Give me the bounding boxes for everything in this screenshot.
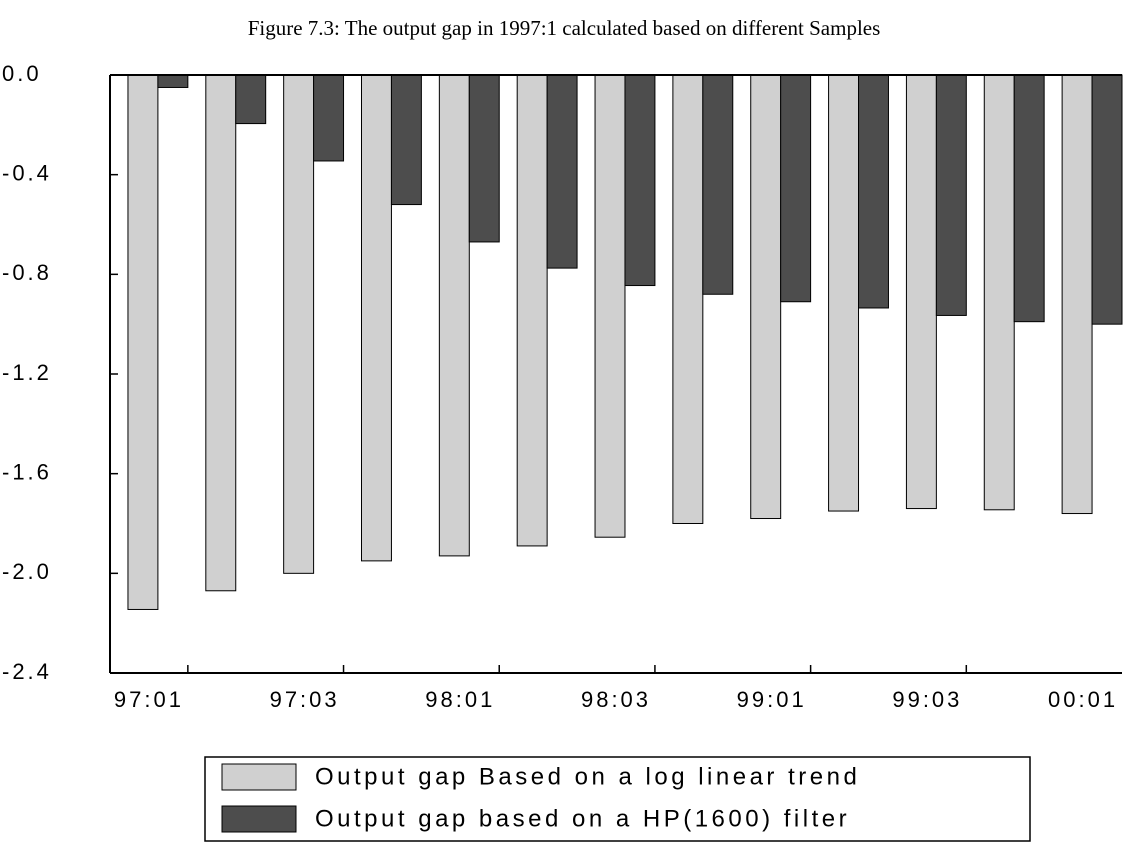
y-tick-label: -0.8 — [2, 260, 52, 285]
bar — [858, 74, 889, 309]
bar — [828, 74, 860, 512]
bar — [935, 74, 967, 316]
x-tick-label: 98:03 — [581, 687, 651, 712]
bar — [313, 74, 345, 162]
bar — [468, 74, 500, 243]
bar — [516, 74, 548, 547]
bar — [905, 74, 937, 510]
bar — [780, 74, 812, 303]
y-tick-label: -2.4 — [2, 659, 52, 684]
y-tick-label: -0.4 — [2, 160, 52, 185]
bar — [672, 74, 704, 524]
bar — [983, 74, 1015, 511]
x-tick-label: 98:01 — [425, 687, 495, 712]
bar — [361, 74, 392, 562]
bar — [594, 74, 626, 538]
bar — [283, 74, 315, 574]
x-tick-label: 97:01 — [114, 687, 184, 712]
x-tick-label: 99:03 — [892, 687, 962, 712]
bar — [546, 74, 578, 269]
bar — [390, 74, 422, 206]
x-tick-label: 00:01 — [1048, 687, 1118, 712]
chart-title: Figure 7.3: The output gap in 1997:1 cal… — [248, 16, 881, 40]
legend-swatch — [221, 763, 297, 791]
bar — [750, 74, 782, 520]
y-tick-label: -1.6 — [2, 459, 52, 484]
bar — [1013, 74, 1045, 323]
bar — [235, 74, 267, 125]
x-tick-label: 99:01 — [737, 687, 807, 712]
bar — [1061, 74, 1093, 515]
bar — [702, 74, 734, 295]
bar — [205, 74, 237, 592]
bar — [1091, 74, 1123, 325]
legend-label: Output gap Based on a log linear trend — [315, 763, 860, 790]
y-tick-label: -2.0 — [2, 559, 52, 584]
bar — [127, 74, 159, 610]
legend-box — [204, 756, 1031, 842]
legend-swatch — [221, 805, 297, 833]
y-tick-label: -1.2 — [2, 360, 52, 385]
legend-label: Output gap based on a HP(1600) filter — [315, 805, 850, 832]
x-tick-label: 97:03 — [270, 687, 340, 712]
y-tick-label: 0.0 — [2, 61, 42, 86]
bar — [157, 74, 189, 88]
bar — [624, 74, 656, 287]
bar — [438, 74, 470, 557]
